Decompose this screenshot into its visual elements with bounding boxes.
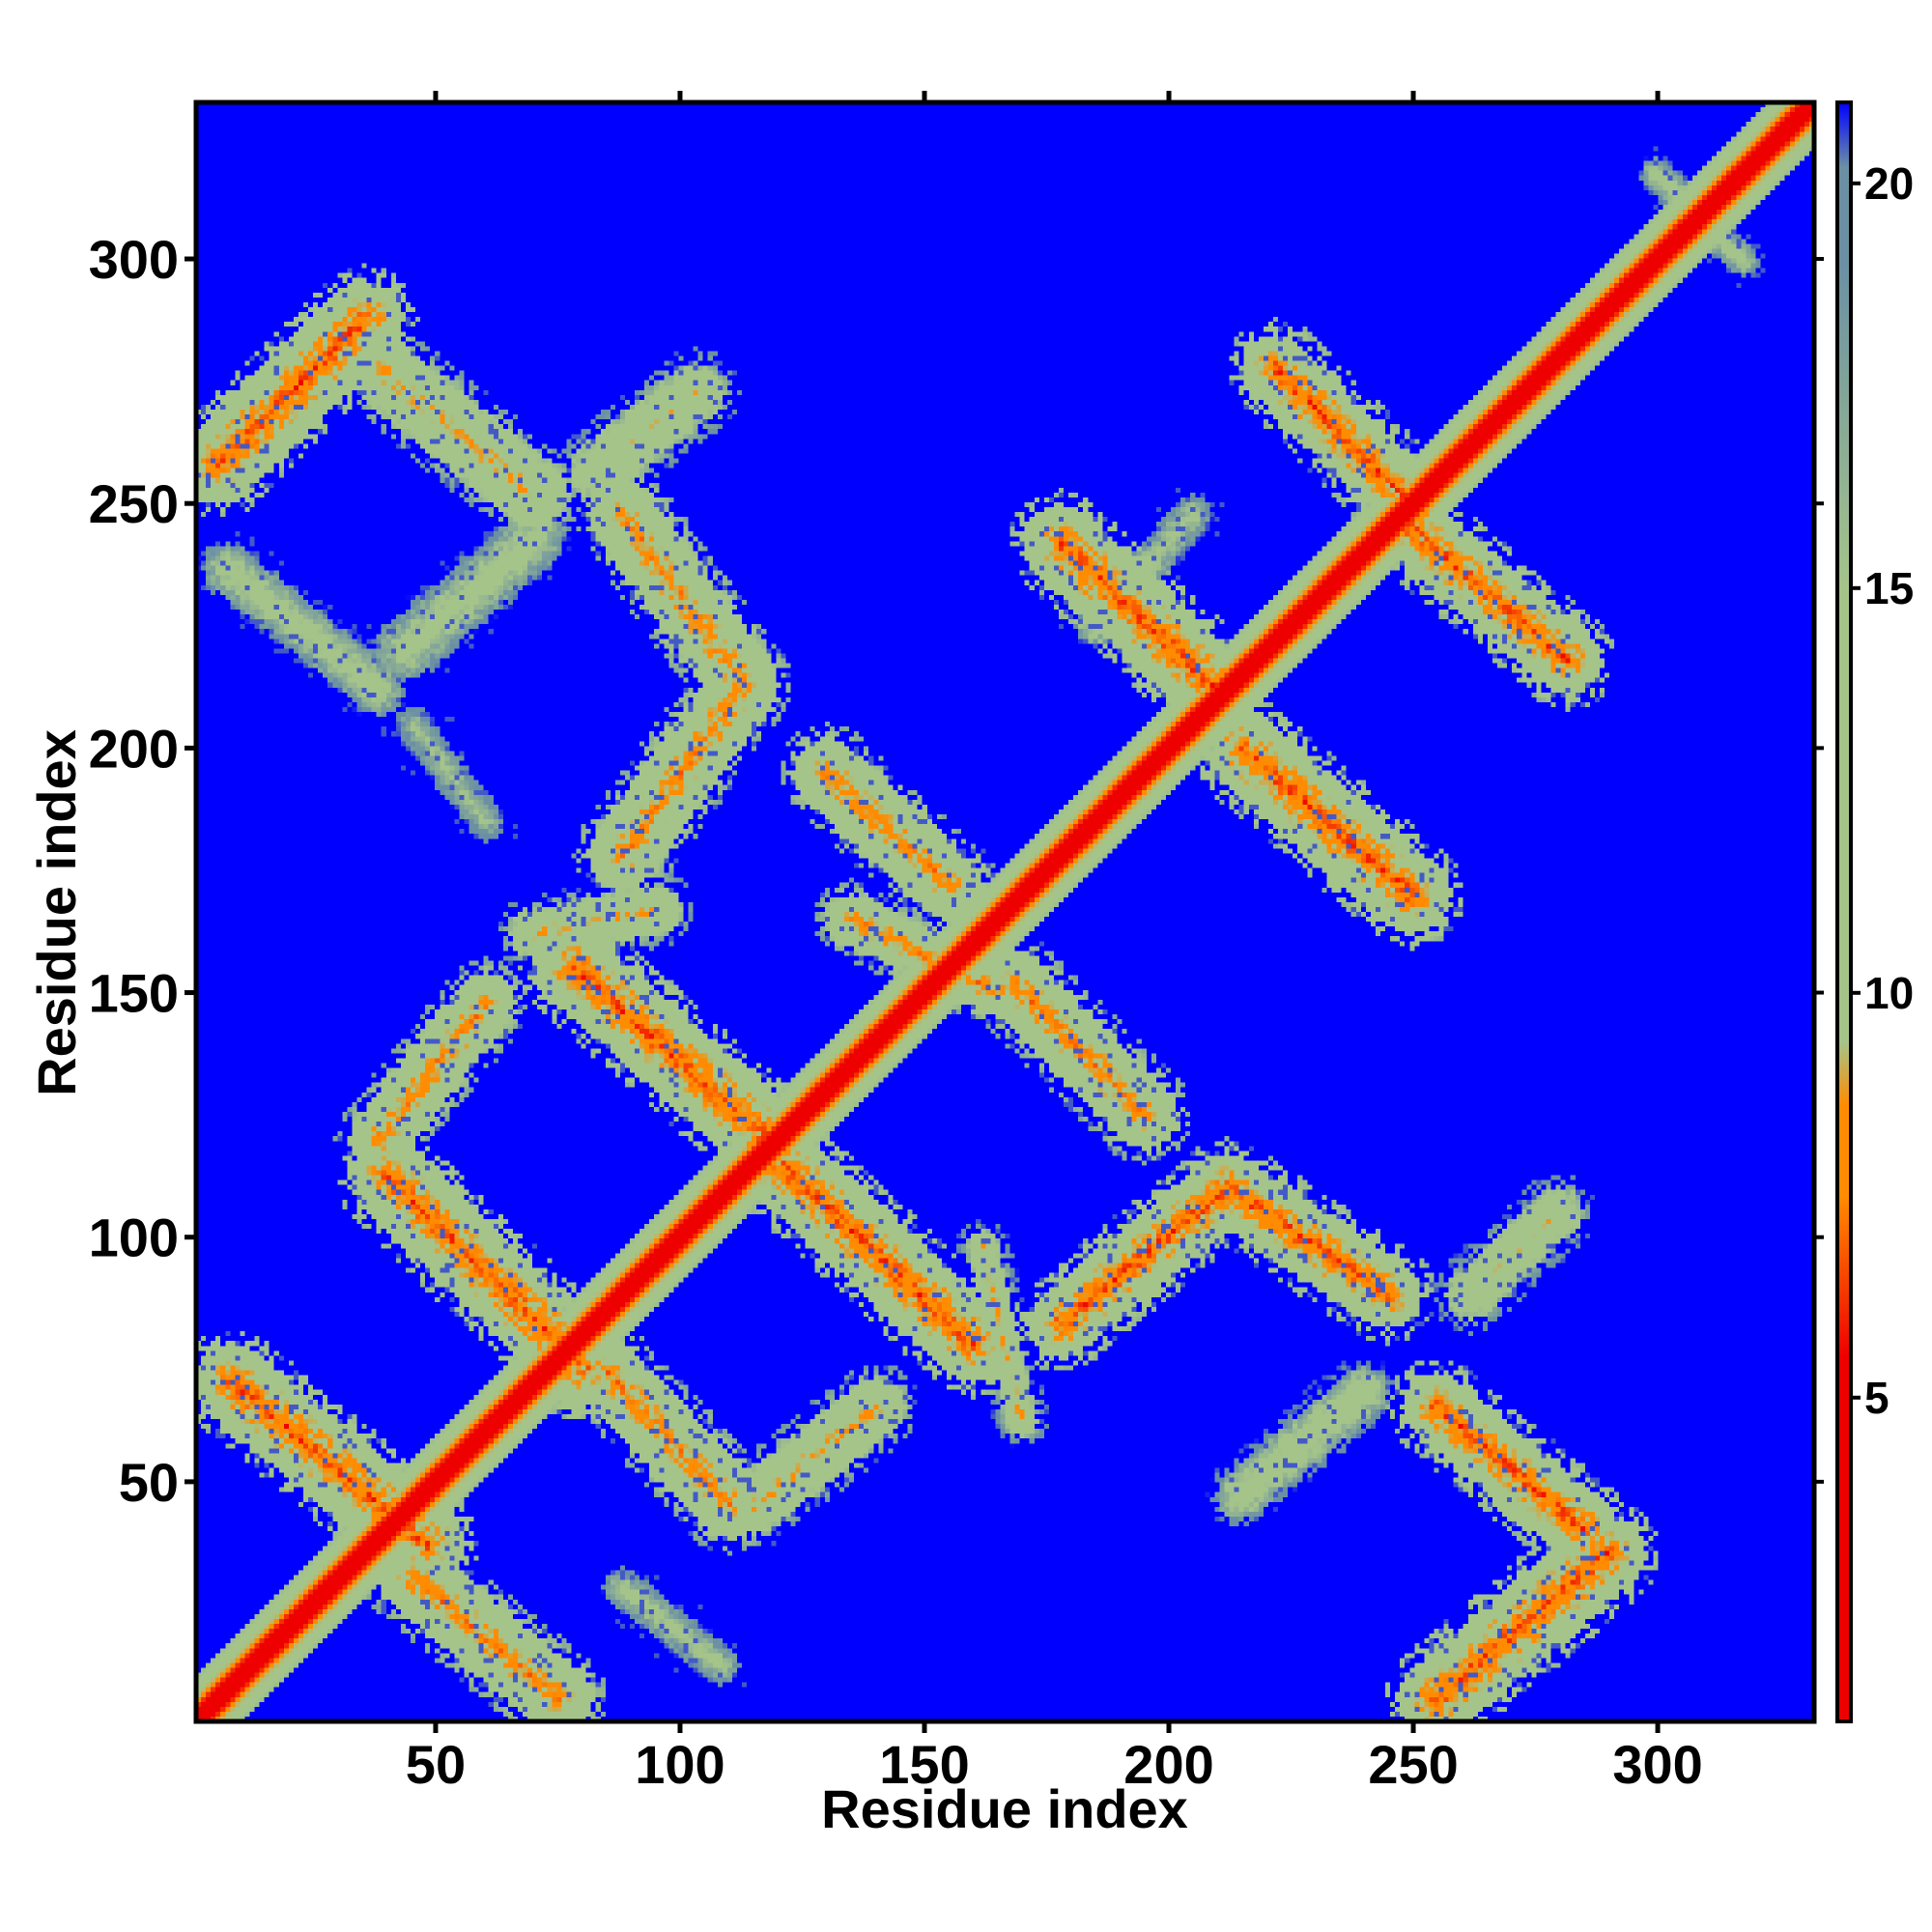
x-tick-label: 100 bbox=[635, 1734, 724, 1795]
colorbar-tick-label: 5 bbox=[1864, 1373, 1889, 1423]
colorbar-tick-label: 20 bbox=[1864, 158, 1914, 209]
x-axis-ticks: 50 100 150 200 250 300 bbox=[406, 91, 1703, 1795]
heatmap-cells bbox=[196, 102, 1814, 1721]
y-tick-label: 200 bbox=[89, 718, 179, 779]
y-tick-label: 300 bbox=[89, 229, 179, 290]
y-axis-label: Residue index bbox=[26, 729, 87, 1096]
x-tick-label: 200 bbox=[1123, 1734, 1213, 1795]
y-tick-label: 50 bbox=[119, 1452, 179, 1513]
x-tick-label: 50 bbox=[406, 1734, 466, 1795]
x-tick-label: 300 bbox=[1612, 1734, 1702, 1795]
colorbar-tick-label: 10 bbox=[1864, 968, 1914, 1018]
x-tick-label: 150 bbox=[879, 1734, 969, 1795]
colorbar-tick-label: 15 bbox=[1864, 563, 1914, 613]
x-tick-label: 250 bbox=[1368, 1734, 1458, 1795]
heatmap-plot-area bbox=[196, 102, 1814, 1721]
colorbar-gradient bbox=[1835, 100, 1853, 1723]
y-axis-ticks: 50 100 150 200 250 300 bbox=[89, 229, 196, 1513]
colorbar-ticks: 5 10 15 20 bbox=[1814, 158, 1914, 1484]
x-axis-label: Residue index bbox=[821, 1778, 1188, 1839]
y-tick-label: 150 bbox=[89, 963, 179, 1024]
colorbar: 5 10 15 20 bbox=[1814, 100, 1914, 1723]
plot-frame bbox=[193, 99, 1817, 1724]
y-tick-label: 100 bbox=[89, 1208, 179, 1268]
y-tick-label: 250 bbox=[89, 473, 179, 534]
